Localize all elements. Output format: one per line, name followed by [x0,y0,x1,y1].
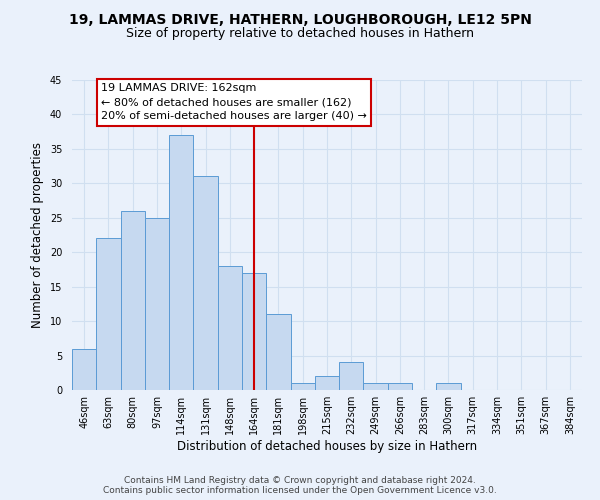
Bar [218,266,242,390]
Bar [290,383,315,390]
Bar [121,211,145,390]
Bar [145,218,169,390]
Bar [169,135,193,390]
Bar [193,176,218,390]
Bar [242,273,266,390]
Bar [266,314,290,390]
Bar [388,383,412,390]
Text: Contains HM Land Registry data © Crown copyright and database right 2024.: Contains HM Land Registry data © Crown c… [124,476,476,485]
Text: Size of property relative to detached houses in Hathern: Size of property relative to detached ho… [126,28,474,40]
Text: 19 LAMMAS DRIVE: 162sqm
← 80% of detached houses are smaller (162)
20% of semi-d: 19 LAMMAS DRIVE: 162sqm ← 80% of detache… [101,84,367,122]
Bar [315,376,339,390]
Text: 19, LAMMAS DRIVE, HATHERN, LOUGHBOROUGH, LE12 5PN: 19, LAMMAS DRIVE, HATHERN, LOUGHBOROUGH,… [68,12,532,26]
Bar [364,383,388,390]
Y-axis label: Number of detached properties: Number of detached properties [31,142,44,328]
Bar [436,383,461,390]
X-axis label: Distribution of detached houses by size in Hathern: Distribution of detached houses by size … [177,440,477,453]
Bar [339,362,364,390]
Bar [96,238,121,390]
Bar [72,348,96,390]
Text: Contains public sector information licensed under the Open Government Licence v3: Contains public sector information licen… [103,486,497,495]
